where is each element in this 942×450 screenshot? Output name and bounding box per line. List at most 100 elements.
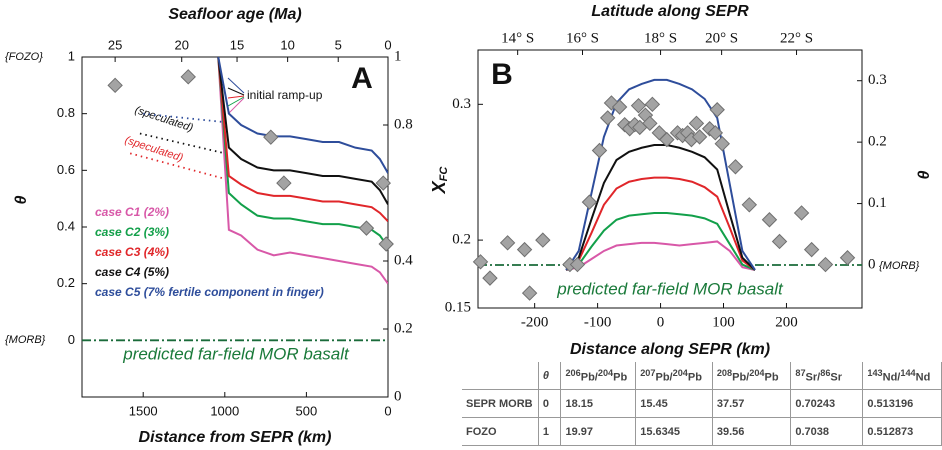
annotation: initial ramp-up [247,88,323,102]
data-point [761,212,778,228]
data-point [771,233,788,250]
x-tick-label: -200 [521,314,549,330]
header-part: Sr/ [805,371,821,384]
data-point [499,235,516,251]
x-tick-label: 200 [775,314,798,330]
x-tick-label: 0 [657,314,665,330]
data-point [611,99,628,115]
data-point [714,135,730,152]
y2-tick-label: 0.1 [868,195,887,211]
y-tick-label: 0.2 [452,232,471,248]
data-line [565,240,756,271]
y2-tick-label: 0 [868,256,876,272]
legend-entry: case C5 (7% fertile component in finger) [95,285,324,299]
ramp-leaders [227,77,245,115]
data-point [839,250,856,266]
y2-tick-label: 1 [394,48,402,64]
header-part: Sr [830,371,843,384]
y-tick-label: 0.2 [57,275,75,290]
header-text: θ [542,369,550,382]
data-line [139,132,226,155]
y-tick-label: 0.3 [452,96,471,112]
data-point [358,220,375,236]
header-part: Pb [613,371,628,384]
data-line [565,176,756,271]
cell: 0.513196 [862,389,942,418]
data-point [644,96,661,113]
x-tick-label: 500 [296,403,318,418]
data-point [581,194,598,210]
y-tick-label: 0.8 [57,105,75,120]
data-point [793,205,810,221]
x-tick-label: 0 [384,403,391,418]
annotation: {MORB} [5,334,46,346]
data-point [591,142,608,159]
header-part: 144 [900,367,916,378]
y-tick-label: 0.4 [57,218,75,233]
y2-tick-label: 0 [394,388,402,404]
y-title: XFC [429,166,450,195]
y2-tick-label: 0.4 [394,252,413,268]
header-part: Nd/ [882,371,901,384]
header-part: 204 [749,367,765,378]
series-layer [478,78,862,271]
data-point [482,270,498,286]
header-cell: 143Nd/144Nd [862,362,942,390]
legend-entry: case C1 (2%) [95,205,169,219]
data-point [516,241,533,258]
y2-tick-label: 0.3 [868,72,887,88]
cell: 15.6345 [635,417,713,446]
x2-tick-label: 18° S [644,30,677,46]
cell: 18.15 [560,389,637,418]
header-part: Nd [915,371,931,384]
corner-cell [462,362,539,390]
data-point [569,256,586,273]
x2-tick-label: 20 [174,37,188,52]
header-cell: 87Sr/86Sr [790,362,864,390]
data-point [659,131,675,148]
data-line [217,57,388,223]
header-part: Pb [764,371,779,384]
isotope-table: θ 206Pb/204Pb 207Pb/204Pb 208Pb/204Pb 87Sr/8… [462,362,942,446]
data-point [817,256,834,273]
data-point [472,254,489,270]
annotation: (speculated) [123,134,185,164]
header-part: 87 [795,367,806,378]
panel-label: B [491,58,513,91]
x-tick-label: 1000 [210,403,239,418]
data-point [535,232,551,248]
header-part: Pb [687,371,702,384]
data-line [217,57,388,174]
header-cell: 207Pb/204Pb [635,362,713,390]
x2-tick-label: 5 [335,37,342,52]
x2-tick-label: 20° S [705,30,738,46]
data-line [565,78,756,271]
cell: 39.56 [711,417,792,446]
data-point [803,241,820,258]
data-point [727,159,744,175]
annotation: {FOZO} [5,51,43,63]
cell: 0 [537,389,562,418]
header-part: 207 [640,367,656,378]
x-tick-label: 100 [712,314,735,330]
y2-tick-label: 0.2 [868,134,887,150]
y-title-sub: FC [438,166,450,182]
x2-tick-label: 16° S [566,30,599,46]
annotation: predicted far-field MOR basalt [122,344,350,363]
header-row: θ 206Pb/204Pb 207Pb/204Pb 208Pb/204Pb 87Sr/8… [462,362,942,390]
legend-entry: case C4 (5%) [95,265,169,279]
data-point [276,175,292,191]
cell: 0.7038 [790,417,864,446]
data-line [217,57,388,285]
data-point [741,197,758,213]
header-part: 208 [716,367,733,378]
x2-tick-label: 15 [230,37,244,52]
y2-tick-label: 0.2 [394,320,413,336]
header-part: 206 [565,367,581,378]
x2-tick-label: 0 [384,37,391,52]
data-point [180,69,196,85]
table-row: SEPR MORB 0 18.15 15.45 37.57 0.70243 0.513196 [462,389,942,418]
y-tick-label: 0 [68,332,75,347]
header-part: Pb/ [655,371,673,384]
